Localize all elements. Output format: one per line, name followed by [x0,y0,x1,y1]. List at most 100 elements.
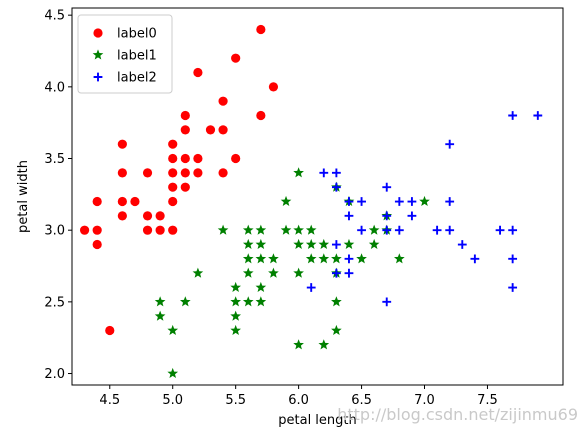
data-point-label2 [457,240,467,249]
legend-label-label2: label2 [117,71,157,86]
data-point-label1 [280,195,292,207]
data-point-label1 [318,238,330,250]
series-label0 [79,24,279,336]
data-point-label1 [394,253,405,264]
data-point-label2 [394,197,404,206]
legend-label-label0: label0 [117,27,157,42]
x-axis-label: petal length [278,413,357,428]
legend-label-label1: label1 [117,49,157,64]
data-point-label1 [217,224,229,235]
data-point-label1 [242,224,254,235]
data-point-label1 [280,224,292,235]
data-point-label0 [193,153,203,164]
data-point-label0 [130,196,140,207]
data-point-label1 [293,339,304,350]
data-point-label1 [368,238,380,250]
data-point-label1 [343,238,355,250]
data-point-label0 [180,125,190,135]
data-point-label2 [508,283,518,292]
data-point-label0 [79,225,90,235]
data-point-label2 [344,211,354,221]
x-tick-label: 6.0 [288,393,309,408]
x-tick-label: 7.0 [414,393,435,408]
data-point-label1 [255,253,267,264]
data-point-label2 [357,225,366,235]
data-point-label1 [305,238,317,250]
data-point-label0 [155,211,165,221]
data-point-label2 [331,268,341,278]
data-point-label1 [293,267,304,278]
data-point-label0 [193,67,203,78]
data-point-label0 [231,153,241,164]
data-point-label1 [268,267,279,278]
data-point-label2 [445,197,455,206]
legend: label0 label1 label2 [77,14,173,94]
y-tick-label: 4.5 [44,9,65,24]
data-point-label1 [255,281,267,293]
data-point-label0 [218,96,228,106]
y-axis-label: petal width [16,160,31,233]
data-point-label0 [168,139,178,149]
data-point-label1 [192,267,204,278]
data-point-label1 [154,310,166,321]
data-point-label1 [293,224,304,235]
data-point-label1 [356,253,367,264]
data-point-label0 [268,82,279,92]
data-point-label2 [508,254,518,264]
data-point-label2 [508,111,518,120]
data-point-label1 [305,253,317,264]
data-point-label2 [508,225,518,235]
data-point-label0 [142,225,153,235]
data-point-label0 [142,211,153,221]
data-point-label1 [318,253,330,264]
legend-marker-label1 [92,49,104,60]
data-point-label0 [117,211,127,221]
data-point-label1 [419,195,430,207]
data-point-label0 [117,168,127,178]
y-tick-label: 3.5 [44,152,65,167]
x-tick-label: 7.5 [477,393,498,408]
series-label2 [306,111,543,307]
data-point-label0 [92,225,102,235]
data-point-label2 [344,268,354,278]
data-point-label0 [205,125,216,135]
data-point-label2 [306,283,316,292]
data-point-label1 [268,253,279,264]
data-point-label0 [256,24,266,35]
data-point-label1 [318,339,330,350]
data-point-label0 [168,196,178,207]
data-point-label1 [331,253,342,264]
data-point-label1 [293,167,304,178]
data-point-label1 [230,281,241,293]
data-point-label2 [382,297,392,307]
data-point-label0 [142,168,153,178]
axes-ticks: 4.5 5.0 5.5 6.0 6.5 7.0 7.5 2.0 2.5 3.0 3.5 4.0 4.5 [44,9,497,408]
y-tick-label: 4.0 [44,80,65,95]
data-point-label0 [117,139,127,149]
data-point-label2 [344,254,354,264]
data-point-label1 [305,224,317,235]
data-point-label0 [168,182,178,192]
data-point-label2 [344,197,354,206]
y-tick-label: 3.0 [44,224,65,239]
watermark: http://blog.csdn.net/zijinmu69 [337,405,578,424]
data-point-label0 [92,239,102,250]
data-point-label2 [331,168,341,178]
data-point-label1 [242,296,254,307]
data-point-label2 [331,240,341,249]
legend-marker-label0 [93,28,103,38]
y-tick-label: 2.0 [44,367,65,382]
data-point-label0 [168,225,178,235]
data-point-label1 [255,238,267,250]
y-tick-label: 2.5 [44,295,65,310]
data-point-label0 [168,168,178,178]
data-point-label2 [357,197,366,206]
data-point-label0 [92,196,102,207]
data-point-label0 [180,153,190,164]
data-point-label0 [231,53,241,63]
data-point-label1 [331,324,342,336]
data-point-label2 [445,225,455,235]
x-tick-label: 5.0 [162,393,183,408]
data-point-label0 [180,182,190,192]
